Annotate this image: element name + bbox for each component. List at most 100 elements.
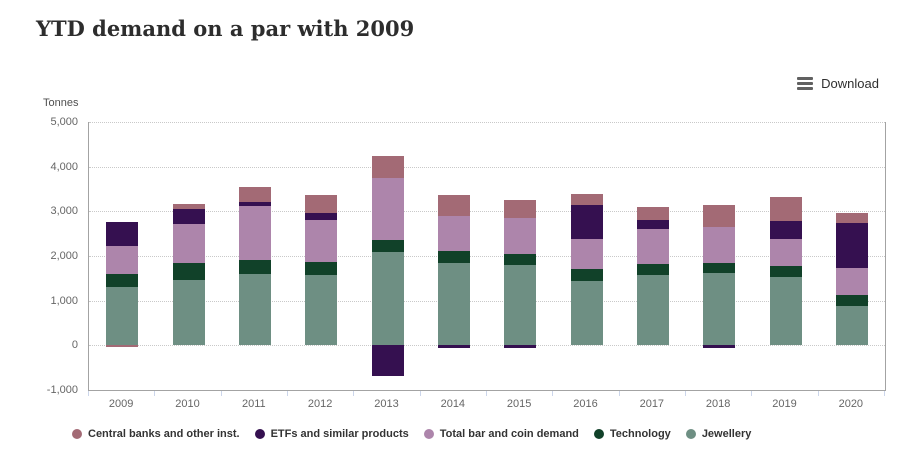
x-axis-tick — [88, 391, 89, 396]
bar-segment-total-bar-and-coin-demand-2010 — [172, 224, 205, 264]
x-axis-tick — [287, 391, 288, 396]
bar-segment-technology-2015 — [504, 253, 537, 266]
bar-segment-central-banks-and-other-inst-2012 — [305, 194, 338, 213]
bar-segment-technology-2016 — [570, 268, 603, 281]
bar-segment-total-bar-and-coin-demand-2016 — [570, 238, 603, 269]
x-axis-tick — [353, 391, 355, 396]
x-axis-label-2020: 2020 — [838, 398, 864, 410]
plot-area — [88, 122, 886, 391]
bar-segment-etfs-and-similar-products-2014 — [437, 345, 470, 348]
hamburger-icon — [797, 77, 814, 90]
bar-segment-etfs-and-similar-products-2010 — [172, 208, 205, 225]
y-axis-label: 5,000 — [50, 116, 78, 128]
bar-segment-total-bar-and-coin-demand-2009 — [106, 245, 139, 275]
bar-segment-etfs-and-similar-products-2009 — [106, 222, 139, 246]
x-axis-label-2015: 2015 — [506, 398, 532, 410]
x-axis-tick — [419, 391, 421, 396]
bar-segment-total-bar-and-coin-demand-2013 — [371, 177, 404, 240]
bar-segment-etfs-and-similar-products-2012 — [305, 212, 338, 220]
bar-segment-central-banks-and-other-inst-2011 — [238, 187, 271, 203]
bar-segment-jewellery-2013 — [371, 252, 404, 346]
x-axis-label-2014: 2014 — [440, 398, 466, 410]
legend-marker — [593, 429, 604, 439]
x-axis-label-2009: 2009 — [108, 398, 134, 410]
x-axis-label-2019: 2019 — [772, 398, 797, 410]
bar-segment-technology-2011 — [238, 259, 271, 274]
legend-label: ETFs and similar products — [270, 428, 409, 440]
bar-segment-total-bar-and-coin-demand-2017 — [636, 228, 669, 265]
bar-segment-jewellery-2014 — [437, 262, 470, 346]
x-axis-tick — [817, 391, 819, 396]
x-axis-label-2016: 2016 — [573, 398, 598, 410]
x-axis-label-2017: 2017 — [639, 398, 665, 410]
y-axis-label: 1,000 — [50, 294, 78, 307]
bar-segment-technology-2020 — [835, 295, 868, 306]
x-axis-tick — [486, 391, 487, 396]
legend-label: Central banks and other inst. — [88, 428, 240, 440]
bar-segment-central-banks-and-other-inst-2014 — [437, 195, 470, 217]
x-axis-tick — [685, 391, 686, 396]
x-axis-label-2013: 2013 — [374, 398, 399, 410]
legend-marker — [685, 429, 696, 439]
bar-segment-total-bar-and-coin-demand-2019 — [769, 238, 802, 266]
bar-segment-technology-2010 — [172, 263, 205, 280]
x-axis-tick — [751, 391, 753, 396]
bar-segment-jewellery-2019 — [769, 276, 802, 346]
x-axis-tick — [618, 391, 620, 396]
bar-segment-technology-2017 — [636, 264, 669, 276]
bar-segment-jewellery-2016 — [570, 280, 603, 346]
legend-marker — [72, 429, 82, 439]
bar-segment-etfs-and-similar-products-2020 — [835, 222, 868, 269]
bar-segment-technology-2013 — [371, 239, 404, 253]
legend-item-technology[interactable]: Technology — [593, 428, 671, 440]
bar-segment-total-bar-and-coin-demand-2011 — [238, 206, 271, 260]
bar-segment-central-banks-and-other-inst-2020 — [835, 213, 868, 223]
gridline — [89, 345, 885, 347]
bar-segment-etfs-and-similar-products-2017 — [636, 219, 669, 229]
bar-segment-central-banks-and-other-inst-2017 — [636, 206, 669, 220]
x-axis-tick — [220, 391, 222, 396]
chart-legend: Central banks and other inst. ETFs and si… — [72, 428, 751, 440]
legend-item-etfs-and-similar-products[interactable]: ETFs and similar products — [254, 428, 409, 440]
bar-segment-technology-2014 — [437, 251, 470, 263]
x-axis-tick — [154, 391, 156, 396]
bar-segment-technology-2009 — [106, 274, 139, 288]
y-axis-label: 3,000 — [50, 205, 78, 218]
bar-segment-central-banks-and-other-inst-2015 — [504, 199, 537, 219]
gridline — [89, 122, 885, 123]
x-axis-tick — [884, 391, 885, 396]
legend-item-total-bar-and-coin-demand[interactable]: Total bar and coin demand — [423, 428, 579, 440]
y-axis-label: -1,000 — [46, 384, 78, 396]
legend-marker — [254, 429, 265, 439]
gridline — [89, 211, 885, 213]
bar-segment-central-banks-and-other-inst-2013 — [371, 156, 404, 178]
bar-segment-technology-2012 — [305, 262, 338, 275]
bar-segment-jewellery-2011 — [238, 273, 271, 346]
bar-segment-jewellery-2017 — [636, 275, 669, 346]
y-axis-label: 4,000 — [50, 160, 78, 173]
bar-segment-central-banks-and-other-inst-2010 — [172, 203, 205, 209]
x-axis-label-2010: 2010 — [175, 398, 200, 410]
legend-label: Jewellery — [701, 428, 752, 440]
x-axis-label-2018: 2018 — [705, 398, 731, 410]
legend-item-jewellery[interactable]: Jewellery — [685, 428, 752, 440]
bar-segment-etfs-and-similar-products-2011 — [238, 202, 271, 207]
bar-segment-total-bar-and-coin-demand-2015 — [504, 218, 537, 254]
download-button[interactable]: Download — [795, 74, 881, 93]
legend-label: Technology — [609, 428, 671, 440]
bar-segment-etfs-and-similar-products-2019 — [769, 221, 802, 239]
legend-marker — [423, 429, 434, 439]
legend-item-central-banks-and-other-inst[interactable]: Central banks and other inst. — [72, 428, 240, 440]
bar-segment-jewellery-2018 — [703, 273, 736, 346]
y-axis-title: Tonnes — [43, 97, 79, 109]
legend-label: Total bar and coin demand — [439, 428, 579, 440]
chart-title: YTD demand on a par with 2009 — [36, 16, 415, 41]
gridline — [89, 300, 885, 302]
bar-segment-jewellery-2020 — [835, 305, 868, 346]
y-axis-label: 0 — [71, 339, 78, 352]
download-label: Download — [821, 76, 879, 91]
bar-segment-central-banks-and-other-inst-2016 — [570, 193, 603, 206]
bar-segment-jewellery-2010 — [172, 279, 205, 346]
bar-segment-jewellery-2012 — [305, 274, 338, 346]
